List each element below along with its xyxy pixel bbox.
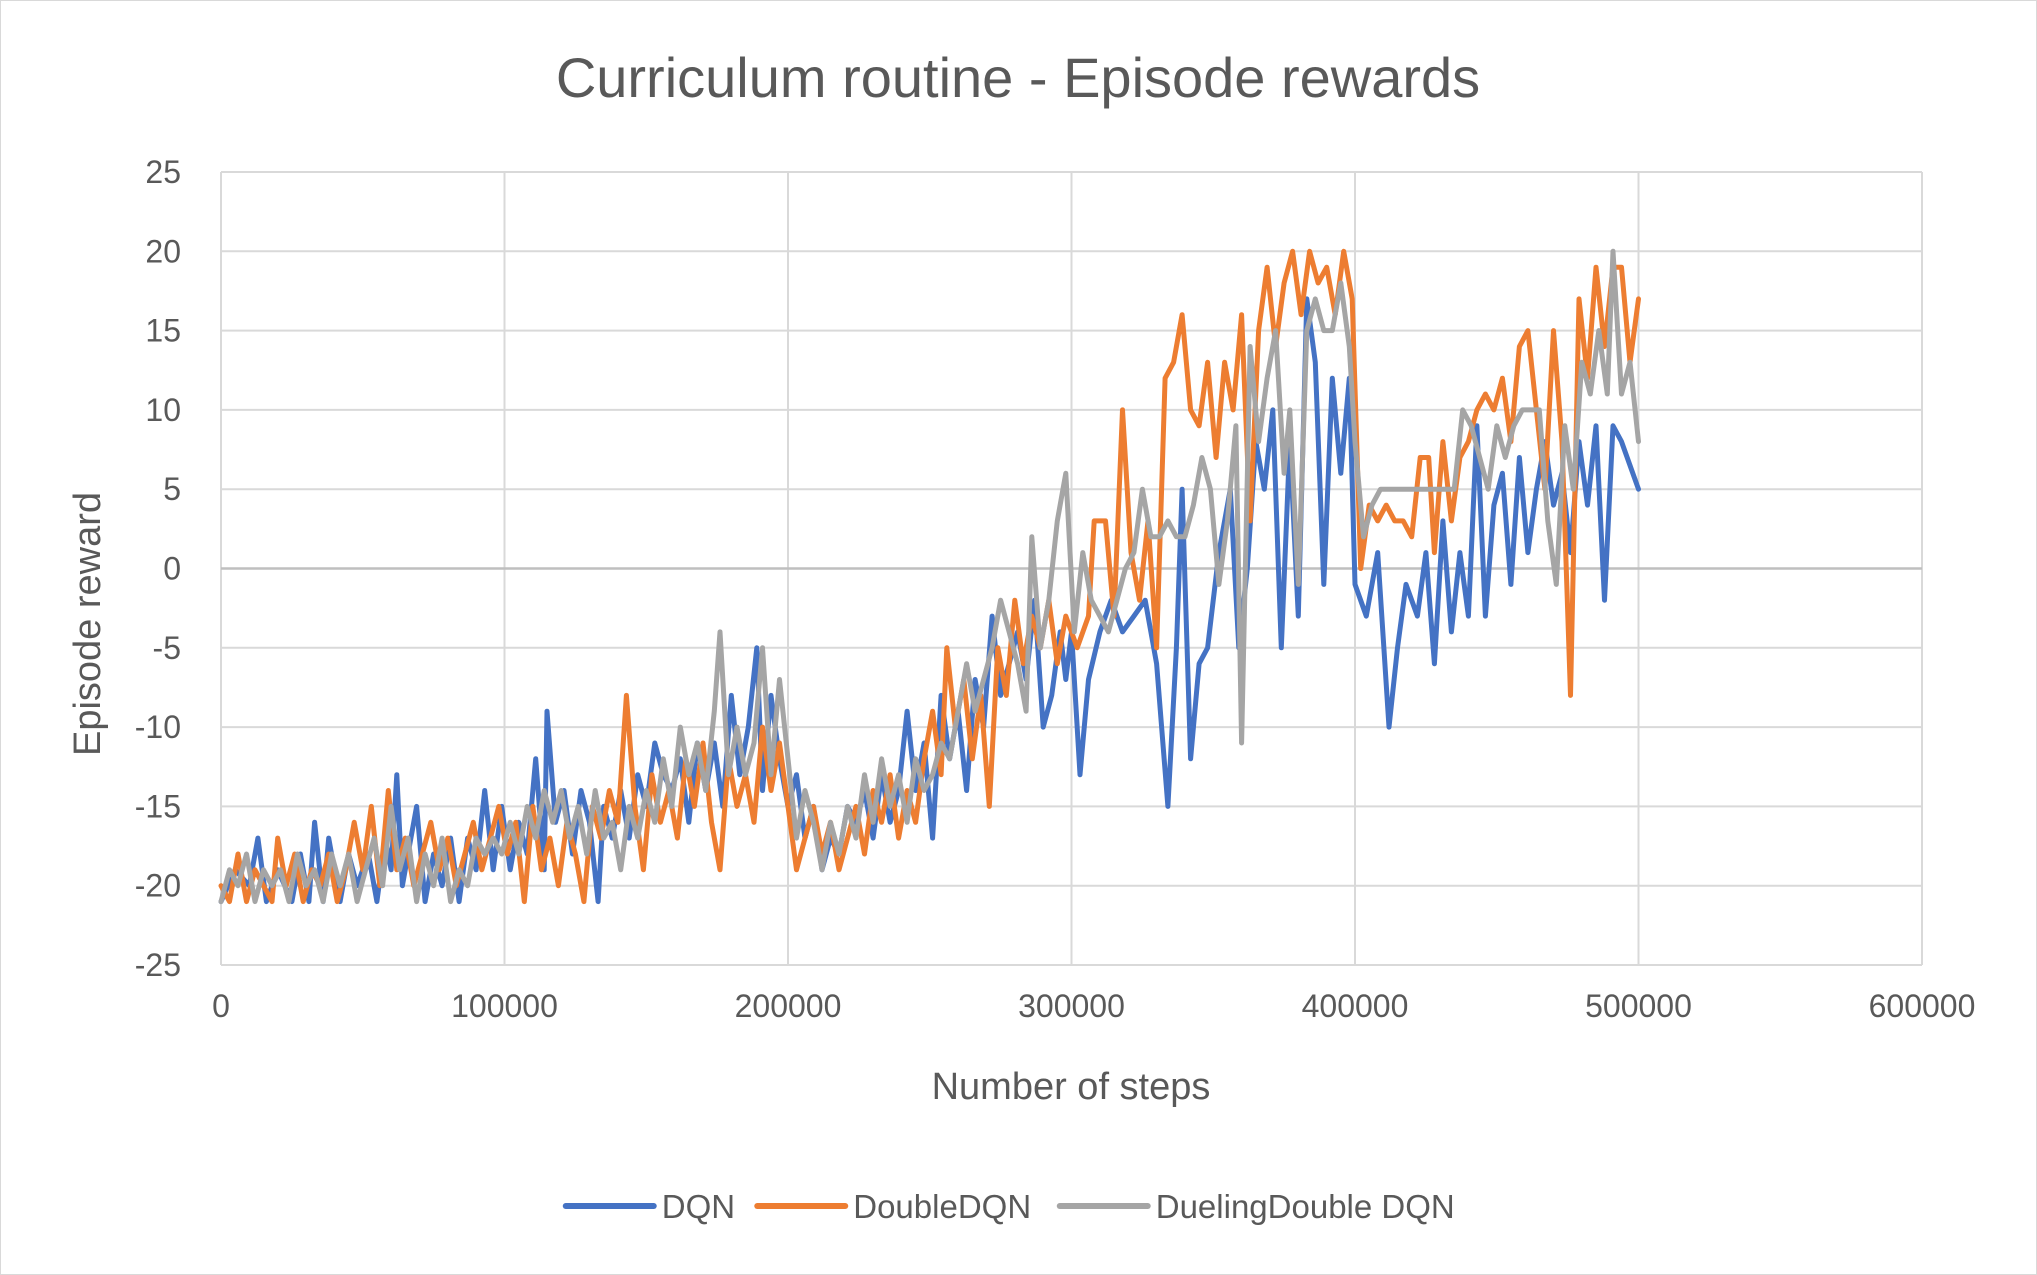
y-axis-title: Episode reward [67, 492, 109, 756]
y-tick-label: -5 [153, 630, 181, 666]
x-tick-label: 400000 [1302, 988, 1409, 1024]
legend: DQN DoubleDQN DuelingDouble DQN [562, 1188, 1455, 1225]
x-tick-label: 100000 [451, 988, 558, 1024]
legend-item-duelingdouble-dqn: DuelingDouble DQN [1056, 1188, 1455, 1225]
legend-label: DQN [662, 1188, 735, 1225]
y-tick-label: -25 [135, 947, 181, 983]
y-tick-label: 20 [145, 233, 181, 269]
y-tick-label: -10 [135, 709, 181, 745]
x-tick-label: 200000 [735, 988, 842, 1024]
chart-title: Curriculum routine - Episode rewards [556, 46, 1480, 109]
y-tick-labels: 25 20 15 10 5 0 -5 -10 -15 -20 -25 [135, 154, 181, 983]
y-tick-label: -20 [135, 868, 181, 904]
legend-item-doubledqn: DoubleDQN [754, 1188, 1031, 1225]
y-tick-label: -15 [135, 788, 181, 824]
series-line-dqn [218, 296, 1641, 905]
x-tick-labels: 0 100000 200000 300000 400000 500000 600000 [212, 988, 1975, 1024]
y-tick-label: 15 [145, 313, 181, 349]
x-axis-title: Number of steps [932, 1066, 1211, 1108]
y-tick-label: 10 [145, 392, 181, 428]
x-tick-label: 500000 [1585, 988, 1692, 1024]
series-line-duelingdouble-dqn [218, 248, 1641, 905]
y-tick-label: 5 [163, 471, 181, 507]
y-tick-label: 0 [163, 551, 181, 587]
legend-label: DoubleDQN [853, 1188, 1031, 1225]
legend-item-dqn: DQN [562, 1188, 735, 1225]
x-tick-label: 600000 [1869, 988, 1976, 1024]
series-lines [218, 248, 1641, 905]
y-tick-label: 25 [145, 154, 181, 190]
x-tick-label: 0 [212, 988, 230, 1024]
x-tick-label: 300000 [1018, 988, 1125, 1024]
legend-label: DuelingDouble DQN [1156, 1188, 1455, 1225]
